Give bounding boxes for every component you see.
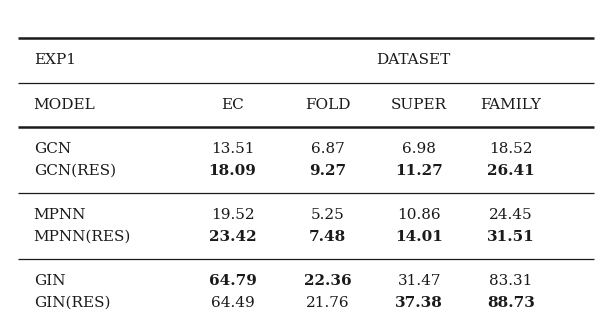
Text: 13.51: 13.51 — [211, 142, 255, 156]
Text: 88.73: 88.73 — [487, 296, 535, 310]
Text: GIN(RES): GIN(RES) — [34, 296, 110, 310]
Text: 5.25: 5.25 — [310, 208, 345, 222]
Text: MPNN(RES): MPNN(RES) — [34, 230, 131, 244]
Text: 14.01: 14.01 — [395, 230, 443, 244]
Text: 23.42: 23.42 — [209, 230, 256, 244]
Text: 64.49: 64.49 — [211, 296, 255, 310]
Text: GCN(RES): GCN(RES) — [34, 164, 116, 178]
Text: 26.41: 26.41 — [487, 164, 535, 178]
Text: EC: EC — [221, 98, 244, 112]
Text: 7.48: 7.48 — [309, 230, 346, 244]
Text: 31.51: 31.51 — [487, 230, 535, 244]
Text: MODEL: MODEL — [34, 98, 95, 112]
Text: 83.31: 83.31 — [490, 274, 532, 288]
Text: DATASET: DATASET — [376, 53, 450, 67]
Text: 31.47: 31.47 — [397, 274, 441, 288]
Text: 10.86: 10.86 — [397, 208, 441, 222]
Text: EXP1: EXP1 — [34, 53, 76, 67]
Text: 18.09: 18.09 — [209, 164, 256, 178]
Text: 6.98: 6.98 — [402, 142, 436, 156]
Text: GIN: GIN — [34, 274, 65, 288]
Text: MPNN: MPNN — [34, 208, 86, 222]
Text: 18.52: 18.52 — [489, 142, 533, 156]
Text: 22.36: 22.36 — [304, 274, 351, 288]
Text: 19.52: 19.52 — [211, 208, 255, 222]
Text: 37.38: 37.38 — [395, 296, 443, 310]
Text: FOLD: FOLD — [305, 98, 350, 112]
Text: 6.87: 6.87 — [310, 142, 345, 156]
Text: 24.45: 24.45 — [489, 208, 533, 222]
Text: 9.27: 9.27 — [309, 164, 346, 178]
Text: 21.76: 21.76 — [305, 296, 349, 310]
Text: 64.79: 64.79 — [209, 274, 256, 288]
Text: GCN: GCN — [34, 142, 71, 156]
Text: FAMILY: FAMILY — [480, 98, 542, 112]
Text: 11.27: 11.27 — [395, 164, 443, 178]
Text: SUPER: SUPER — [391, 98, 447, 112]
